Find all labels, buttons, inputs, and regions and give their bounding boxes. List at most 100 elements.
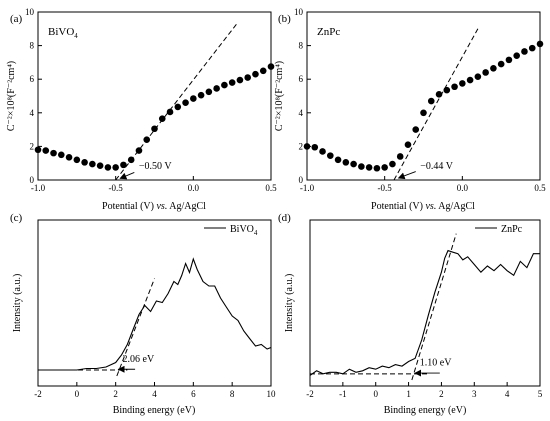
- annotation-arrow: [397, 171, 416, 180]
- spectrum-line: [309, 249, 540, 376]
- x-tick-label: 1: [406, 389, 411, 399]
- annotation-label: 1.10 eV: [420, 358, 452, 369]
- panel-c-x-axis-label: Binding energy (eV): [113, 405, 196, 416]
- x-tick-label: 3: [472, 389, 477, 399]
- x-tick-label: 8: [230, 389, 235, 399]
- x-tick-label: -1: [339, 389, 347, 399]
- panel-b-plot: −0.44 V: [303, 28, 544, 181]
- data-point: [50, 149, 57, 157]
- x-tick-label: -0.5: [378, 183, 393, 193]
- data-point: [474, 73, 482, 80]
- data-point: [443, 86, 451, 94]
- panel-c-frame: [37, 219, 272, 387]
- data-point: [34, 146, 42, 154]
- data-point: [267, 63, 275, 70]
- x-tick-label: 0.0: [188, 183, 200, 193]
- annotation-arrow: [119, 172, 135, 180]
- panel-b-material-label: ZnPc: [317, 26, 340, 38]
- x-tick-label: 6: [191, 389, 196, 399]
- data-point: [373, 164, 381, 172]
- data-point: [412, 126, 420, 133]
- data-point: [158, 115, 166, 122]
- data-point: [435, 91, 443, 98]
- data-point: [358, 163, 365, 170]
- annotation-label: 2.06 eV: [123, 354, 155, 365]
- data-point: [197, 91, 205, 99]
- data-point: [127, 156, 135, 164]
- panel-a-xticks: -1.0 -0.5 0.0 0.5: [31, 176, 277, 193]
- panel-b-x-axis-label: Potential (V) vs. Ag/AgCl: [371, 201, 475, 212]
- panel-a-x-axis-label: Potential (V) vs. Ag/AgCl: [102, 201, 206, 212]
- data-point: [528, 44, 536, 52]
- x-tick-label: -2: [34, 389, 42, 399]
- data-point: [58, 151, 65, 159]
- x-tick-label: 0.0: [457, 183, 469, 193]
- data-point: [65, 154, 73, 161]
- annotation-label: −0.50 V: [139, 161, 172, 172]
- annotation-label: −0.44 V: [420, 161, 453, 172]
- panel-a-material-label: BiVO4: [48, 26, 78, 40]
- data-point: [420, 109, 427, 117]
- x-tick-label: -1.0: [31, 183, 46, 193]
- y-tick-label: 6: [30, 74, 35, 84]
- data-point: [259, 67, 267, 75]
- data-point: [135, 147, 143, 154]
- data-point: [42, 147, 50, 154]
- x-tick-label: -2: [306, 389, 314, 399]
- data-point: [490, 64, 497, 72]
- data-point: [466, 76, 474, 84]
- data-point: [319, 148, 326, 155]
- data-point: [89, 160, 96, 168]
- panel-d-frame: [309, 219, 541, 387]
- data-point: [104, 164, 112, 171]
- y-tick-label: 8: [30, 41, 35, 51]
- panel-d-y-axis-label: Intensity (a.u.): [284, 274, 295, 333]
- x-tick-label: 0.5: [265, 183, 277, 193]
- data-point: [427, 97, 435, 105]
- data-point: [389, 160, 396, 168]
- data-point: [396, 153, 404, 160]
- x-tick-label: 0: [75, 389, 80, 399]
- data-point: [404, 141, 412, 149]
- x-tick-label: 10: [267, 389, 277, 399]
- x-tick-label: 4: [505, 389, 510, 399]
- panel-a-yticks: 0 2 4 6 8 10: [25, 7, 42, 185]
- panel-a-frame: [37, 11, 272, 181]
- x-tick-label: 0: [373, 389, 378, 399]
- y-tick-label: 4: [30, 108, 35, 118]
- panel-b-yticks: 0 2 4 6 8 10: [294, 7, 311, 185]
- data-point: [311, 143, 319, 151]
- x-tick-label: 4: [152, 389, 157, 399]
- panel-d-xticks: -2 -1 0 1 2 3 4 5: [306, 382, 543, 399]
- fit-tangent-line: [115, 23, 238, 181]
- panel-c: (c) BiVO4 -2 0 2 4 6 8 10 Binding energy (eV) …: [10, 212, 276, 416]
- data-point: [120, 161, 127, 169]
- panel-b: (b) ZnPc -1.0 -0.5 0.0 0.5 0 2 4 6 8 10 Potentia…: [274, 7, 546, 212]
- data-point: [303, 143, 311, 150]
- data-point: [536, 40, 544, 48]
- data-point: [451, 83, 458, 91]
- data-point: [244, 74, 251, 81]
- y-tick-label: 2: [30, 141, 35, 151]
- y-tick-label: 6: [299, 74, 304, 84]
- panel-c-plot: 2.06 eV: [38, 257, 272, 377]
- x-tick-label: 0.5: [534, 183, 546, 193]
- y-tick-label: 4: [299, 108, 304, 118]
- panel-b-y-axis-label: C⁻²×10⁸(F⁻²cm⁴): [274, 61, 285, 131]
- panel-d-plot: 1.10 eV: [309, 233, 540, 381]
- panel-b-xticks: -1.0 -0.5 0.0 0.5: [300, 176, 546, 193]
- data-point: [182, 99, 189, 107]
- panel-a-label: (a): [10, 13, 23, 25]
- x-tick-label: -1.0: [300, 183, 315, 193]
- panel-b-frame: [306, 11, 541, 181]
- panel-d: (d) ZnPc -2 -1 0 1 2 3 4 5 Binding energy (eV) …: [278, 212, 543, 416]
- y-tick-label: 2: [299, 141, 304, 151]
- fit-tangent-line: [411, 233, 457, 381]
- panel-a: (a) BiVO4 -1.0 -0.5 0.0 0.5 0 2 4 6 8 10 Potenti…: [6, 7, 277, 212]
- data-point: [521, 48, 528, 55]
- panel-b-label: (b): [278, 13, 291, 25]
- data-point: [236, 76, 244, 84]
- y-tick-label: 0: [299, 175, 304, 185]
- data-point: [112, 164, 119, 171]
